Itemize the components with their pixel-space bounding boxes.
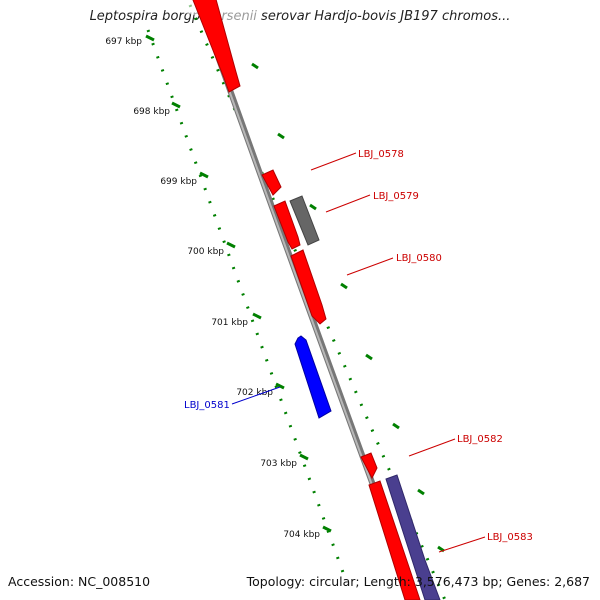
gene-feature-lbj0580 [290,249,327,325]
gene-feature-lbj0583 [368,480,421,600]
gene-label[interactable]: LBJ_0578 [358,149,404,160]
gene-feature-forward [192,0,241,93]
scale-label: 699 kbp [160,177,197,187]
inner-tick-track [145,29,347,579]
gene-labels: LBJ_0578 LBJ_0579 LBJ_0580 LBJ_0581 LBJ_… [184,149,533,543]
scale-label: 704 kbp [283,530,320,540]
scale-label: 703 kbp [260,459,297,469]
label-leaders [231,152,486,553]
scale-label: 702 kbp [236,388,273,398]
gene-feature-lbj0578 [261,169,282,196]
gene-feature-other [289,195,320,246]
scale-labels: 697 kbp 698 kbp 699 kbp 700 kbp 701 kbp … [105,37,320,540]
scale-label: 701 kbp [211,318,248,328]
outer-major-ticks [251,62,445,553]
inner-major-ticks [145,34,332,533]
gene-feature-lbj0581 [294,335,332,419]
gene-features [192,0,441,600]
gene-label[interactable]: LBJ_0582 [457,434,503,445]
gene-label[interactable]: LBJ_0583 [487,532,533,543]
gene-feature-lbj0582 [360,452,378,480]
gene-label[interactable]: LBJ_0581 [184,400,230,411]
scale-label: 698 kbp [133,107,170,117]
gene-feature-overlap [385,474,441,600]
gene-label[interactable]: LBJ_0579 [373,191,419,202]
scale-label: 700 kbp [187,247,224,257]
genome-summary-label: Topology: circular; Length: 3,576,473 bp… [246,574,590,589]
gene-label[interactable]: LBJ_0580 [396,253,442,264]
gene-feature-lbj0579 [273,200,301,250]
accession-label: Accession: NC_008510 [8,574,151,589]
scale-label: 697 kbp [105,37,142,47]
